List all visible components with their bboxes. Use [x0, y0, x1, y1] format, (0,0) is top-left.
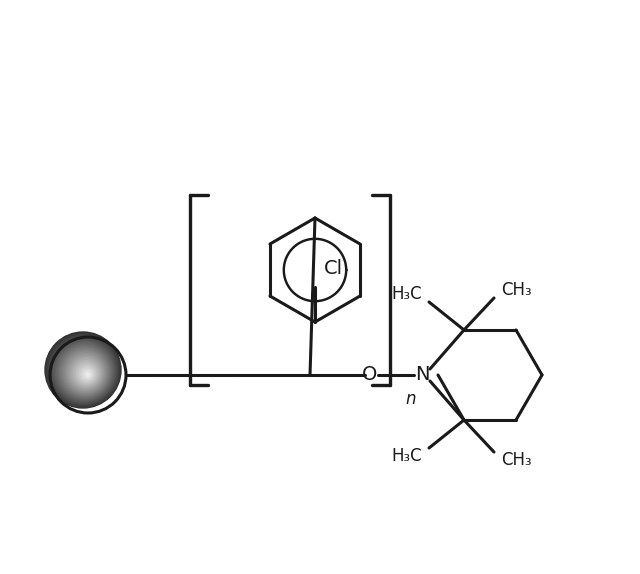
Text: O: O — [362, 366, 378, 385]
Circle shape — [52, 339, 115, 402]
Circle shape — [81, 368, 93, 381]
Circle shape — [63, 351, 107, 394]
Circle shape — [49, 336, 118, 405]
Circle shape — [45, 332, 121, 408]
Circle shape — [67, 354, 104, 391]
Circle shape — [75, 362, 98, 385]
Circle shape — [83, 369, 92, 379]
Circle shape — [77, 363, 97, 384]
Circle shape — [79, 366, 95, 382]
Circle shape — [68, 355, 104, 390]
Circle shape — [47, 333, 120, 407]
Text: H₃C: H₃C — [392, 285, 422, 303]
Circle shape — [48, 335, 119, 406]
Text: CH₃: CH₃ — [500, 281, 531, 299]
Text: n: n — [405, 390, 415, 408]
Circle shape — [56, 343, 112, 399]
Circle shape — [60, 346, 110, 397]
Circle shape — [72, 359, 100, 387]
Text: N: N — [415, 366, 429, 385]
Circle shape — [55, 342, 113, 400]
Circle shape — [51, 338, 116, 404]
Circle shape — [86, 374, 89, 376]
Circle shape — [74, 360, 99, 386]
Circle shape — [71, 358, 101, 388]
Circle shape — [85, 372, 90, 377]
Text: CH₃: CH₃ — [500, 451, 531, 469]
Circle shape — [62, 349, 108, 395]
Circle shape — [65, 352, 106, 393]
Text: Cl: Cl — [323, 259, 342, 278]
Text: H₃C: H₃C — [392, 447, 422, 465]
Circle shape — [58, 345, 111, 398]
Circle shape — [78, 365, 96, 383]
Circle shape — [61, 348, 109, 396]
Circle shape — [54, 340, 115, 401]
Circle shape — [69, 356, 102, 389]
Circle shape — [84, 371, 92, 378]
